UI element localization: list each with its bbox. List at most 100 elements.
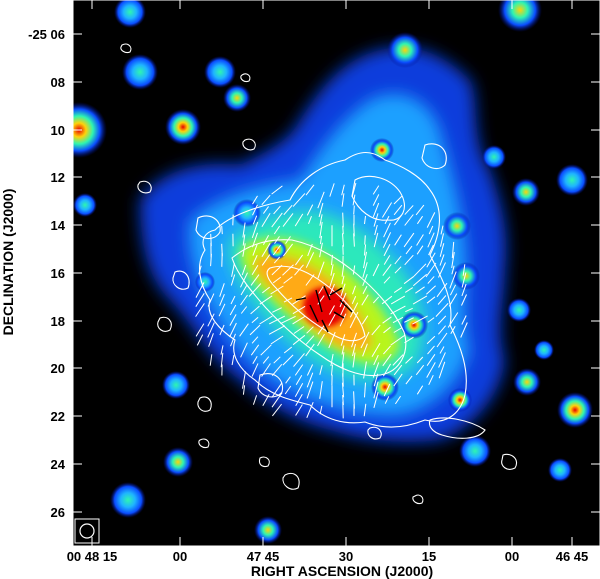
polarization-vector bbox=[461, 283, 467, 297]
polarization-vector bbox=[427, 317, 435, 323]
polarization-vector bbox=[261, 213, 271, 227]
polarization-vector bbox=[339, 313, 347, 327]
polarization-vector bbox=[451, 241, 455, 259]
compact-source bbox=[223, 84, 251, 112]
y-axis-title: DECLINATION (J2000) bbox=[0, 189, 16, 336]
polarization-vector bbox=[428, 225, 434, 235]
polarization-vector bbox=[282, 213, 294, 227]
polarization-vector bbox=[306, 204, 314, 216]
tick-marks bbox=[73, 0, 600, 546]
polarization-vector bbox=[251, 264, 259, 276]
polarization-vector bbox=[428, 244, 434, 256]
polarization-vector bbox=[295, 404, 303, 416]
compact-source bbox=[443, 212, 471, 240]
polarization-vector bbox=[461, 294, 467, 306]
polarization-vector bbox=[319, 221, 323, 239]
polarization-vector bbox=[195, 323, 205, 337]
x-tick-labels: 00 48 15 00 47 45 30 15 00 46 45 bbox=[67, 549, 589, 564]
polarization-vector bbox=[341, 184, 345, 196]
polarization-vector bbox=[292, 315, 306, 325]
polarization-vector bbox=[427, 232, 435, 248]
polarization-vector bbox=[403, 275, 415, 285]
polarization-vector bbox=[341, 275, 345, 285]
polarization-vector bbox=[426, 285, 436, 295]
x-tick-label: 00 bbox=[173, 549, 187, 564]
compact-source bbox=[165, 109, 201, 145]
y-tick-label: 12 bbox=[51, 170, 65, 185]
polarization-vector bbox=[318, 202, 324, 218]
polarization-vector bbox=[449, 284, 457, 296]
polarization-vector bbox=[438, 352, 446, 368]
x-tick-label: 15 bbox=[422, 549, 436, 564]
polarization-vector bbox=[363, 251, 367, 269]
polarization-vector bbox=[252, 195, 258, 205]
polarization-vector bbox=[353, 223, 355, 237]
polarization-vector bbox=[352, 265, 356, 275]
polarization-vector bbox=[252, 232, 258, 248]
x-tick-label: 47 45 bbox=[247, 549, 280, 564]
polarization-vector bbox=[342, 212, 344, 228]
polarization-vector bbox=[261, 254, 271, 266]
polarization-vector bbox=[283, 276, 293, 284]
compact-source bbox=[513, 368, 541, 396]
polarization-vector bbox=[341, 345, 345, 355]
polarization-vector bbox=[308, 216, 312, 224]
polarization-vector bbox=[271, 212, 283, 228]
polarization-vector bbox=[460, 322, 468, 338]
polarization-vector bbox=[273, 205, 281, 215]
polarization-vector bbox=[435, 303, 449, 317]
polarization-vector bbox=[405, 245, 413, 255]
polarization-vector bbox=[282, 354, 294, 366]
compact-source bbox=[534, 340, 554, 360]
polarization-vector bbox=[242, 234, 246, 246]
polarization-vector bbox=[283, 204, 293, 216]
polarization-vector bbox=[230, 274, 236, 286]
y-tick-label: 18 bbox=[51, 314, 65, 329]
polarization-vector bbox=[229, 314, 237, 326]
polarization-vector bbox=[210, 253, 212, 267]
polarization-vector bbox=[413, 263, 427, 277]
polarization-vector bbox=[295, 393, 303, 407]
polarization-vector bbox=[351, 295, 357, 305]
polarization-vector bbox=[426, 212, 436, 228]
polarization-vector bbox=[240, 342, 248, 358]
x-tick-label: 46 45 bbox=[556, 549, 589, 564]
polarization-vector bbox=[373, 373, 379, 387]
polarization-vector bbox=[220, 352, 224, 368]
polarization-vector bbox=[219, 294, 225, 306]
polarization-vector bbox=[372, 185, 380, 195]
polarization-vector bbox=[195, 282, 205, 298]
compact-source bbox=[73, 193, 97, 217]
polarization-vector bbox=[294, 264, 304, 276]
polarization-vector bbox=[404, 254, 414, 266]
polarization-vector bbox=[352, 343, 356, 357]
polarization-vector bbox=[270, 285, 284, 295]
polarization-vector bbox=[405, 307, 413, 313]
compact-source bbox=[557, 392, 593, 428]
polarization-vector bbox=[351, 332, 357, 348]
y-tick-label: 20 bbox=[51, 361, 65, 376]
polarization-vector bbox=[461, 315, 467, 325]
polarization-vector bbox=[362, 274, 368, 286]
polarization-vector bbox=[438, 325, 446, 335]
polarization-vector bbox=[330, 353, 334, 367]
polarization-vector bbox=[306, 381, 314, 399]
polarization-vector bbox=[439, 254, 445, 266]
polarization-vector bbox=[437, 315, 447, 325]
polarization-vector bbox=[372, 202, 380, 218]
polarization-vector bbox=[382, 264, 392, 276]
polarization-vector bbox=[340, 334, 346, 346]
polarization-vector bbox=[319, 381, 323, 399]
polarization-vector bbox=[382, 316, 392, 324]
polarization-vector bbox=[392, 316, 404, 324]
polarization-vector bbox=[273, 256, 281, 264]
polarization-vector bbox=[384, 396, 390, 404]
polarization-vector bbox=[450, 325, 456, 335]
polarization-vector bbox=[252, 355, 258, 365]
polarization-vector bbox=[331, 254, 333, 266]
polarization-vector bbox=[305, 252, 315, 268]
polarization-vector bbox=[294, 254, 304, 266]
polarization-vector bbox=[283, 243, 293, 257]
polarization-vector bbox=[393, 195, 403, 205]
polarization-vector bbox=[404, 317, 414, 323]
